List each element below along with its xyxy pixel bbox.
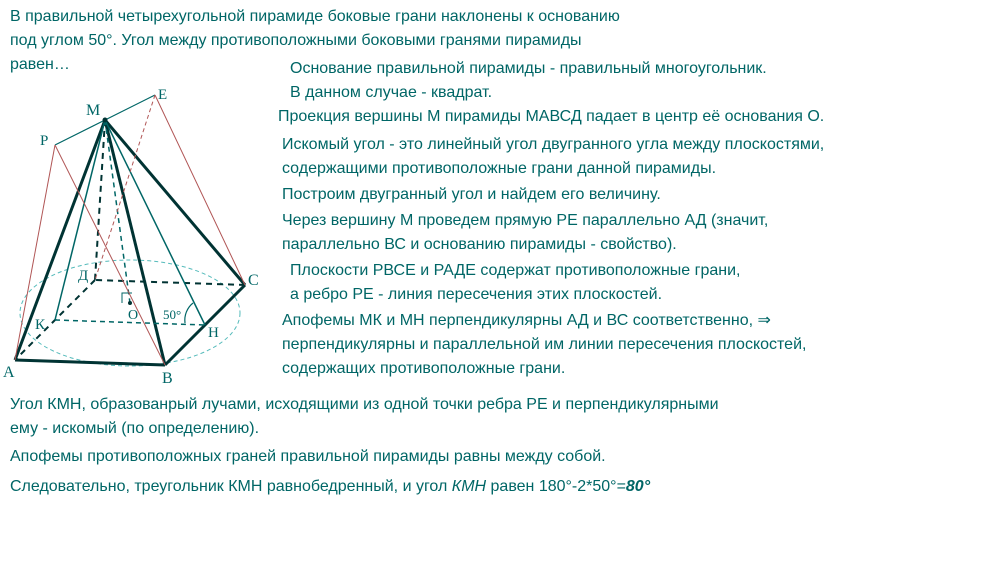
dot-M — [103, 118, 108, 123]
label-A: А — [3, 364, 15, 381]
solution-line-2: В данном случае - квадрат. — [290, 82, 492, 104]
label-angle: 50° — [163, 307, 181, 322]
label-B: В — [162, 370, 173, 387]
solution-line-17: Следовательно, треугольник КМН равнобедр… — [10, 476, 650, 498]
solution-line-11: Апофемы МК и МН перпендикулярны АД и ВС … — [282, 310, 771, 332]
solution-line-8: параллельно ВС и основанию пирамиды - св… — [282, 234, 677, 256]
solution-line-17a: Следовательно, треугольник КМН равнобедр… — [10, 478, 452, 495]
solution-answer: 80° — [626, 478, 650, 495]
solution-line-17b: КМН — [452, 478, 486, 495]
apothem-MH — [105, 120, 205, 325]
solution-line-9: Плоскости РВСЕ и РАДЕ содержат противопо… — [290, 260, 740, 282]
problem-line-3: равен… — [10, 54, 70, 76]
apothem-MK — [55, 120, 105, 320]
solution-line-4: Искомый угол - это линейный угол двугран… — [282, 134, 824, 156]
edge-AB — [15, 360, 165, 365]
solution-line-15: ему - искомый (по определению). — [10, 418, 259, 440]
label-D: Д — [78, 268, 88, 284]
page: В правильной четырехугольной пирамиде бо… — [0, 0, 982, 587]
pyramid-diagram: М Е Р А В С Д К Н О 50° — [0, 85, 275, 395]
label-M: М — [86, 102, 100, 119]
dot-O — [128, 301, 132, 305]
solution-line-6: Построим двугранный угол и найдем его ве… — [282, 184, 661, 206]
pyramid-svg: М Е Р А В С Д К Н О 50° — [0, 85, 275, 395]
solution-line-1: Основание правильной пирамиды - правильн… — [290, 58, 767, 80]
label-K: К — [35, 317, 46, 333]
label-P: Р — [40, 133, 48, 149]
problem-line-1: В правильной четырехугольной пирамиде бо… — [10, 6, 620, 28]
solution-line-14: Угол КМН, образованрый лучами, исходящим… — [10, 394, 719, 416]
solution-line-16: Апофемы противоположных граней правильно… — [10, 446, 606, 468]
label-H: Н — [208, 325, 219, 341]
solution-line-10: а ребро РЕ - линия пересечения этих плос… — [290, 284, 662, 306]
solution-line-7: Через вершину М проведем прямую РЕ парал… — [282, 210, 768, 232]
problem-line-2: под углом 50°. Угол между противоположны… — [10, 30, 582, 52]
solution-line-12: перпендикулярны и параллельной им линии … — [282, 334, 806, 356]
label-E: Е — [158, 87, 167, 103]
solution-line-17c: равен 180°-2*50°= — [486, 478, 626, 495]
edge-CD — [95, 280, 245, 285]
ext-EC — [155, 95, 245, 285]
solution-line-3: Проекция вершины М пирамиды МАВСД падает… — [278, 106, 824, 128]
label-C: С — [248, 272, 259, 289]
solution-line-5: содержащими противоположные грани данной… — [282, 158, 716, 180]
solution-line-13: содержащих противоположные грани. — [282, 358, 565, 380]
label-O: О — [128, 308, 138, 323]
angle-arc — [185, 303, 193, 323]
